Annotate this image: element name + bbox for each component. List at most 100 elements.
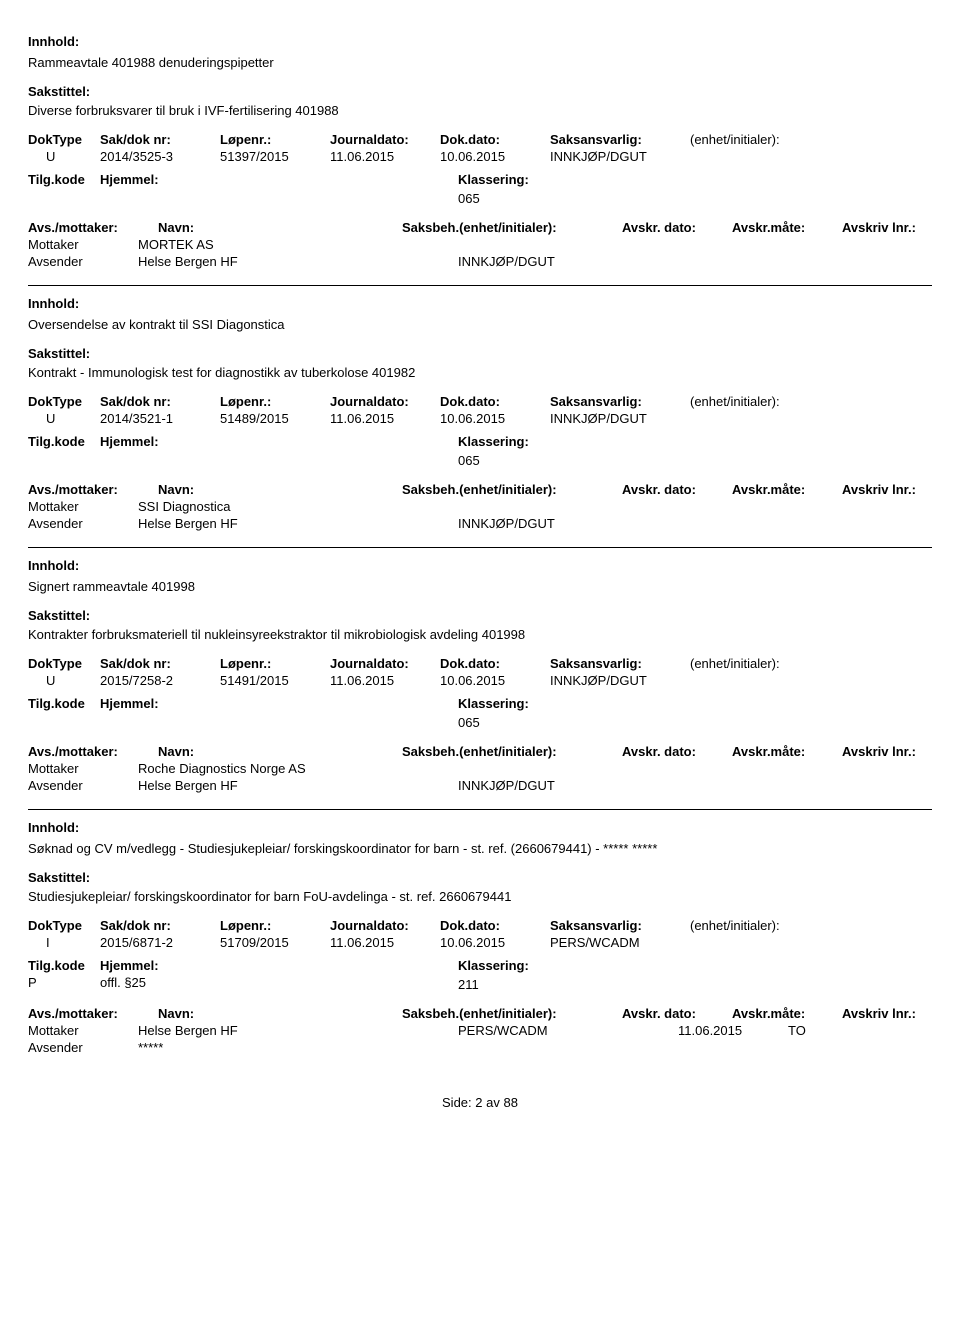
hjemmel-label: Hjemmel: [100, 172, 159, 187]
tilgkode-value: P [28, 975, 100, 992]
party-role: Avsender [28, 516, 138, 531]
col-enhet: (enhet/initialer): [690, 918, 850, 933]
party-avskr-date [678, 499, 788, 514]
col-journaldato: Journaldato: [330, 132, 440, 147]
record-divider [28, 809, 932, 810]
party-avskr-mate [788, 761, 898, 776]
party-name: Roche Diagnostics Norge AS [138, 761, 458, 776]
tilg-row: Tilg.kode Hjemmel: Klassering: [28, 434, 932, 449]
journal-record: Innhold: Signert rammeavtale 401998 Saks… [28, 558, 932, 810]
val-dokdato: 10.06.2015 [440, 935, 550, 950]
party-row: Avsender Helse Bergen HF INNKJØP/DGUT [28, 516, 932, 531]
sakstittel-label: Sakstittel: [28, 84, 932, 99]
party-role: Mottaker [28, 761, 138, 776]
journal-record: Innhold: Oversendelse av kontrakt til SS… [28, 296, 932, 548]
col-avskrdato: Avskr. dato: [622, 744, 732, 759]
col-avskrmate: Avskr.måte: [732, 744, 842, 759]
journal-record: Innhold: Rammeavtale 401988 denuderingsp… [28, 34, 932, 286]
val-sakdok: 2015/7258-2 [100, 673, 220, 688]
val-saksansvarlig: INNKJØP/DGUT [550, 411, 690, 426]
party-avskr-mate: TO [788, 1023, 898, 1038]
col-sakdok: Sak/dok nr: [100, 656, 220, 671]
party-role: Avsender [28, 254, 138, 269]
party-avskr-date [678, 761, 788, 776]
party-avskr-date [678, 778, 788, 793]
record-divider [28, 285, 932, 286]
party-avskr-date [678, 254, 788, 269]
party-avskr-date: 11.06.2015 [678, 1023, 788, 1038]
party-row: Mottaker Helse Bergen HF PERS/WCADM 11.0… [28, 1023, 932, 1038]
tilgkode-value [28, 189, 100, 206]
val-journaldato: 11.06.2015 [330, 935, 440, 950]
col-sakdok: Sak/dok nr: [100, 132, 220, 147]
val-lopenr: 51491/2015 [220, 673, 330, 688]
party-name: Helse Bergen HF [138, 778, 458, 793]
footer-current: 2 [475, 1095, 482, 1110]
meta-data-row: U 2015/7258-2 51491/2015 11.06.2015 10.0… [28, 673, 932, 688]
sakstittel-label: Sakstittel: [28, 608, 932, 623]
val-lopenr: 51709/2015 [220, 935, 330, 950]
party-avskr-date [678, 237, 788, 252]
col-navn: Navn: [158, 744, 194, 759]
col-dokdato: Dok.dato: [440, 394, 550, 409]
hjemmel-value: offl. §25 [100, 975, 146, 992]
footer-sep: av [486, 1095, 500, 1110]
parties-header: Avs./mottaker: Navn: Saksbeh.(enhet/init… [28, 1006, 932, 1021]
col-lopenr: Løpenr.: [220, 656, 330, 671]
val-journaldato: 11.06.2015 [330, 673, 440, 688]
col-avskrlnr: Avskriv lnr.: [842, 220, 932, 235]
val-journaldato: 11.06.2015 [330, 149, 440, 164]
klassering-label: Klassering: [458, 434, 529, 449]
col-enhet: (enhet/initialer): [690, 394, 850, 409]
tilgkode-label: Tilg.kode [28, 434, 100, 449]
innhold-text: Rammeavtale 401988 denuderingspipetter [28, 55, 932, 70]
col-sakdok: Sak/dok nr: [100, 918, 220, 933]
col-avskrmate: Avskr.måte: [732, 482, 842, 497]
col-avsmottaker: Avs./mottaker: [28, 220, 158, 235]
col-avsmottaker: Avs./mottaker: [28, 744, 158, 759]
val-saksansvarlig: INNKJØP/DGUT [550, 673, 690, 688]
party-avskr-mate [788, 237, 898, 252]
parties-header: Avs./mottaker: Navn: Saksbeh.(enhet/init… [28, 482, 932, 497]
party-row: Avsender ***** [28, 1040, 932, 1055]
meta-data-row: U 2014/3521-1 51489/2015 11.06.2015 10.0… [28, 411, 932, 426]
col-doktype: DokType [28, 132, 100, 147]
party-avskr-date [678, 1040, 788, 1055]
val-lopenr: 51489/2015 [220, 411, 330, 426]
tilg-row: Tilg.kode Hjemmel: Klassering: [28, 958, 932, 973]
meta-header-row: DokType Sak/dok nr: Løpenr.: Journaldato… [28, 132, 932, 147]
col-saksbeh: Saksbeh.(enhet/initialer): [402, 744, 622, 759]
klassering-value: 211 [458, 977, 479, 992]
klassering-value: 065 [458, 453, 480, 468]
tilgkode-label: Tilg.kode [28, 696, 100, 711]
col-dokdato: Dok.dato: [440, 918, 550, 933]
col-saksansvarlig: Saksansvarlig: [550, 132, 690, 147]
footer-prefix: Side: [442, 1095, 472, 1110]
innhold-text: Oversendelse av kontrakt til SSI Diagons… [28, 317, 932, 332]
record-divider [28, 547, 932, 548]
innhold-label: Innhold: [28, 296, 932, 311]
party-row: Mottaker SSI Diagnostica [28, 499, 932, 514]
col-saksbeh: Saksbeh.(enhet/initialer): [402, 482, 622, 497]
val-dokdato: 10.06.2015 [440, 149, 550, 164]
tilg-row: Tilg.kode Hjemmel: Klassering: [28, 696, 932, 711]
col-avskrmate: Avskr.måte: [732, 220, 842, 235]
val-doktype: U [28, 673, 100, 688]
party-name: ***** [138, 1040, 458, 1055]
sakstittel-label: Sakstittel: [28, 346, 932, 361]
innhold-label: Innhold: [28, 34, 932, 49]
meta-header-row: DokType Sak/dok nr: Løpenr.: Journaldato… [28, 656, 932, 671]
party-name: SSI Diagnostica [138, 499, 458, 514]
party-avskr-mate [788, 778, 898, 793]
hjemmel-label: Hjemmel: [100, 958, 159, 973]
col-saksansvarlig: Saksansvarlig: [550, 918, 690, 933]
col-navn: Navn: [158, 482, 194, 497]
col-doktype: DokType [28, 394, 100, 409]
val-saksansvarlig: INNKJØP/DGUT [550, 149, 690, 164]
val-saksansvarlig: PERS/WCADM [550, 935, 690, 950]
parties-header: Avs./mottaker: Navn: Saksbeh.(enhet/init… [28, 220, 932, 235]
tilg-row: Tilg.kode Hjemmel: Klassering: [28, 172, 932, 187]
sakstittel-text: Diverse forbruksvarer til bruk i IVF-fer… [28, 103, 932, 118]
col-saksansvarlig: Saksansvarlig: [550, 394, 690, 409]
col-avskrlnr: Avskriv lnr.: [842, 482, 932, 497]
